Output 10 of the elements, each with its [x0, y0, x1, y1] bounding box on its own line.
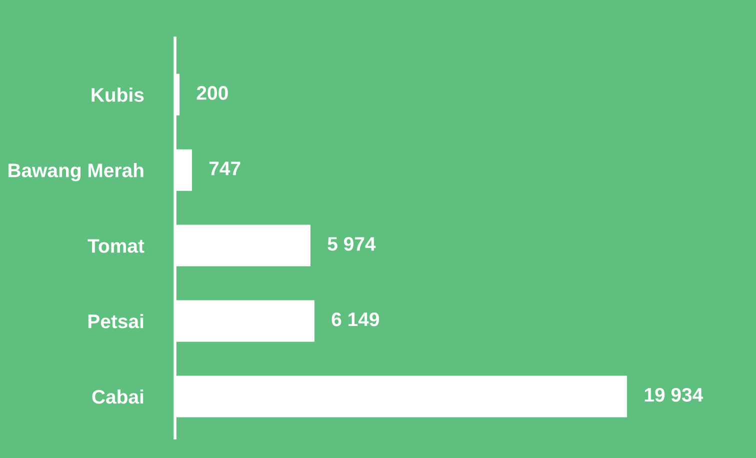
y-tick-label: Petsai [88, 314, 144, 328]
y-tick-label: Tomat [88, 239, 144, 253]
y-tick-label: Cabai [92, 389, 144, 404]
y-tick-label: Kubis [92, 88, 144, 102]
data-label: 747 [209, 162, 240, 176]
data-label: 19 934 [644, 388, 704, 402]
data-label: 6 149 [332, 312, 380, 326]
data-label: 200 [196, 86, 228, 100]
y-tick-label: Bawang Merah [8, 163, 144, 182]
data-label: 5 974 [328, 237, 376, 251]
